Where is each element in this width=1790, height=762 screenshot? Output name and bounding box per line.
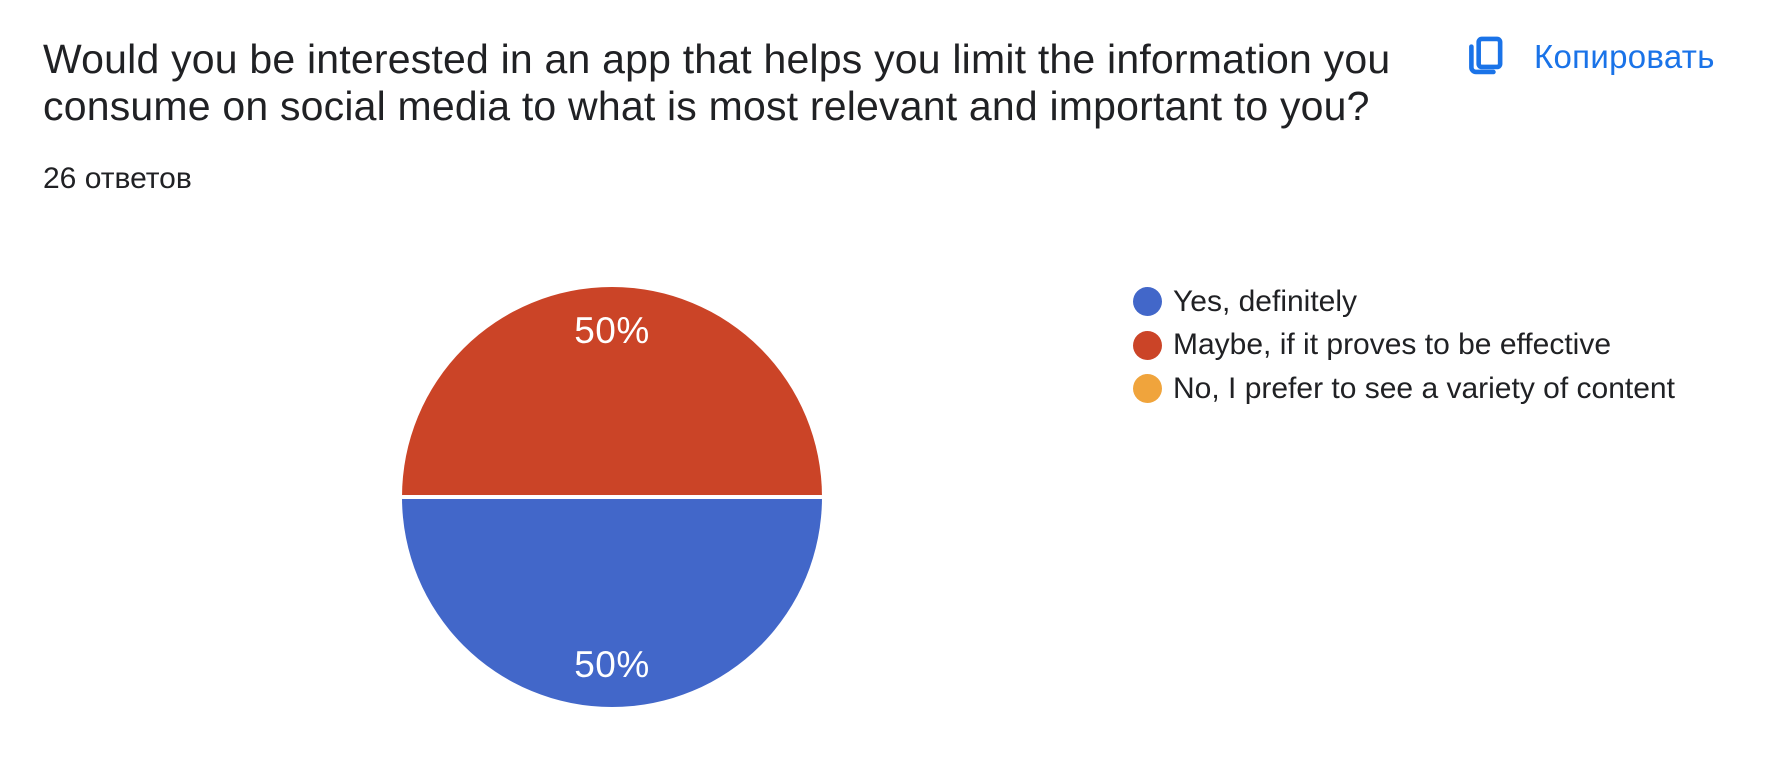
pie-slice-yes[interactable] (402, 497, 822, 707)
pie-chart: 50% 50% (402, 287, 822, 707)
pie-circle (402, 287, 822, 707)
pie-slice-maybe[interactable] (402, 287, 822, 497)
copy-button[interactable]: Копировать (1462, 32, 1715, 82)
pie-slice-label-yes: 50% (574, 644, 650, 685)
pie-slice-divider (402, 495, 822, 499)
legend-item-maybe: Maybe, if it proves to be effective (1133, 324, 1675, 368)
legend-item-no: No, I prefer to see a variety of content (1133, 367, 1675, 411)
legend-label-no: No, I prefer to see a variety of content (1173, 371, 1675, 405)
copy-icon (1462, 32, 1508, 82)
legend-label-yes: Yes, definitely (1173, 284, 1358, 318)
pie-slice-label-maybe: 50% (574, 310, 650, 351)
question-title-line-2: consume on social media to what is most … (43, 83, 1370, 129)
legend-item-yes: Yes, definitely (1133, 280, 1675, 324)
legend-color-dot-maybe (1133, 330, 1162, 360)
question-title: Would you be interested in an app that h… (43, 36, 1390, 130)
copy-button-label: Копировать (1534, 38, 1715, 75)
legend-color-dot-no (1133, 374, 1162, 404)
legend-color-dot-yes (1133, 287, 1162, 317)
response-count: 26 ответов (43, 162, 192, 195)
question-title-line-1: Would you be interested in an app that h… (43, 36, 1391, 82)
legend-label-maybe: Maybe, if it proves to be effective (1173, 328, 1612, 362)
chart-legend: Yes, definitely Maybe, if it proves to b… (1133, 280, 1675, 411)
